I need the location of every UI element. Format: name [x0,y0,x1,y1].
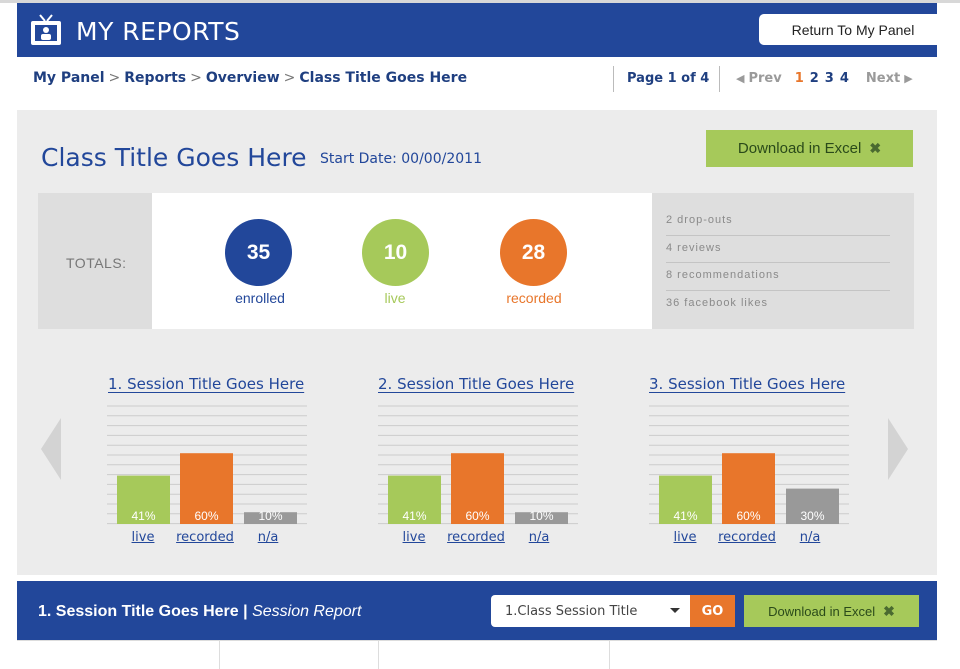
live-count: 10 [362,219,429,286]
app-header: MY REPORTS Return To My Panel [17,3,947,57]
breadcrumb-separator: > [190,70,202,86]
breadcrumb-my-panel[interactable]: My Panel [33,70,105,86]
session-3-live-link[interactable]: live [673,530,697,545]
breadcrumb-separator: > [283,70,296,86]
bar-live [117,475,170,524]
chevron-right-icon: ▶ [904,72,913,85]
bar-na [786,488,839,524]
bar-value-label: 30% [800,509,824,523]
session-name: 1. Session Title Goes Here [38,603,239,620]
bar-value-label: 41% [673,509,697,523]
excel-icon: ✖ [869,140,882,156]
page-link-2[interactable]: 2 [809,71,819,86]
pagination: ◀ Prev 1 2 3 4 Next ▶ [732,71,917,86]
session-download-excel-button[interactable]: Download in Excel ✖ [744,595,919,627]
page-indicator: Page 1 of 4 [627,71,710,86]
session-report-label: Session Report [252,603,362,620]
bar-value-label: 60% [465,509,489,523]
session-select-value: 1.Class Session Title [505,603,638,619]
enrolled-label: enrolled [235,290,285,306]
bar-live [659,475,712,524]
session-2-title-link[interactable]: 2. Session Title Goes Here [378,375,575,393]
column-divider [378,640,379,669]
stat-dropouts: 2 drop-outs [666,208,890,236]
download-excel-label: Download in Excel [737,140,862,157]
app-title: MY REPORTS [76,17,241,46]
session-table-header [17,640,937,669]
enrolled-count: 35 [225,219,292,286]
session-download-excel-label: Download in Excel [768,603,876,619]
recorded-label: recorded [506,290,562,306]
prev-page-link[interactable]: ◀ Prev [732,71,782,86]
page-link-1[interactable]: 1 [794,71,804,86]
bar-na [515,512,568,524]
column-divider [609,640,610,669]
session-2-na-link[interactable]: n/a [528,530,550,545]
go-button[interactable]: GO [690,595,735,627]
bar-recorded [451,453,504,524]
breadcrumb: My Panel > Reports > Overview > Class Title Go… [33,70,467,86]
bar-value-label: 60% [736,509,760,523]
session-1-chart: 41% 60% 10% [107,405,307,525]
breadcrumb-overview[interactable]: Overview [205,70,280,86]
page-link-4[interactable]: 4 [839,71,849,86]
bar-value-label: 10% [258,509,282,523]
bar-value-label: 41% [402,509,426,523]
stat-reviews: 4 reviews [666,236,890,263]
title-separator: | [238,603,253,620]
tv-icon [31,14,61,45]
page-link-3[interactable]: 3 [824,71,834,86]
session-1-na-link[interactable]: n/a [257,530,279,545]
breadcrumb-current: Class Title Goes Here [299,70,468,86]
prev-label: Prev [748,71,782,86]
session-2-chart: 41% 60% 10% [378,405,578,525]
session-1-live-link[interactable]: live [131,530,155,545]
session-select[interactable]: 1.Class Session Title [491,595,690,627]
bar-recorded [180,453,233,524]
live-label: live [384,290,406,306]
bar-value-label: 10% [529,509,553,523]
return-to-panel-button[interactable]: Return To My Panel [759,14,947,45]
carousel-next-arrow-icon[interactable] [888,418,908,480]
session-1-title-link[interactable]: 1. Session Title Goes Here [108,375,305,393]
session-2-recorded-link[interactable]: recorded [447,530,505,545]
divider [613,66,614,92]
next-label: Next [865,71,901,86]
session-report-title: 1. Session Title Goes Here | Session Rep… [38,603,361,621]
carousel-prev-arrow-icon[interactable] [41,418,61,480]
stat-facebook-likes: 36 facebook likes [666,296,768,309]
chevron-left-icon: ◀ [736,72,745,85]
bar-value-label: 60% [194,509,218,523]
breadcrumb-reports[interactable]: Reports [124,70,187,86]
column-divider [219,640,220,669]
excel-icon: ✖ [883,602,895,619]
session-3-recorded-link[interactable]: recorded [718,530,776,545]
bar-recorded [722,453,775,524]
caret-down-icon [670,608,680,613]
stat-recommendations: 8 recommendations [666,263,890,291]
session-1-recorded-link[interactable]: recorded [176,530,234,545]
class-title: Class Title Goes Here [41,143,307,172]
start-date: Start Date: 00/00/2011 [320,151,482,167]
next-page-link[interactable]: Next ▶ [866,71,917,86]
session-3-title-link[interactable]: 3. Session Title Goes Here [649,375,846,393]
bar-na [244,512,297,524]
bar-live [388,475,441,524]
bar-value-label: 41% [131,509,155,523]
top-border [0,0,960,3]
divider [719,66,720,92]
recorded-count: 28 [500,219,567,286]
download-excel-button[interactable]: Download in Excel ✖ [706,130,913,167]
session-3-chart: 41% 60% 30% [649,405,849,525]
engagement-stats: 2 drop-outs 4 reviews 8 recommendations … [666,208,890,318]
session-2-live-link[interactable]: live [402,530,426,545]
breadcrumb-separator: > [108,70,121,86]
totals-label: TOTALS: [66,255,127,271]
session-3-na-link[interactable]: n/a [799,530,821,545]
